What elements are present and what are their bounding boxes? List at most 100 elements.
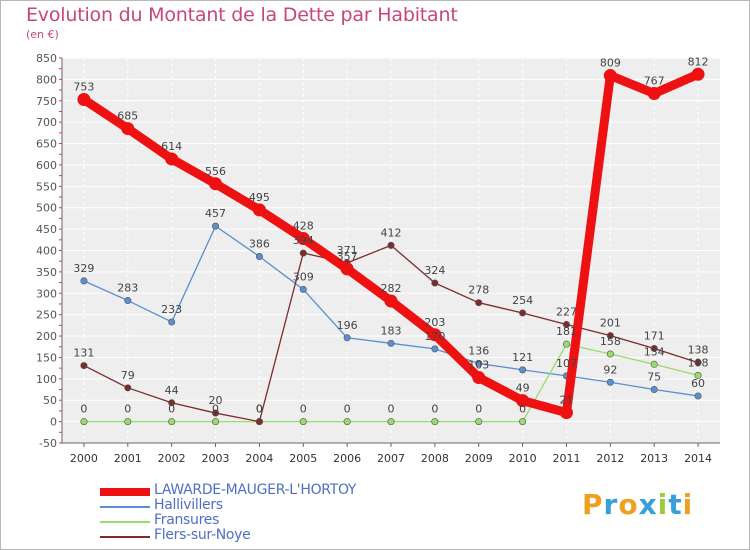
data-point [694,359,702,367]
y-tick-label: 200 [36,330,57,343]
logo-letter: r [603,488,619,521]
data-label: 809 [600,57,621,70]
data-label: 495 [249,191,270,204]
data-label: 0 [168,403,175,416]
y-tick-label: 650 [36,138,57,151]
x-tick-label: 2014 [684,452,712,465]
y-tick-label: 600 [36,159,57,172]
x-tick-label: 2013 [640,452,668,465]
data-label: 183 [381,324,402,337]
data-point [691,67,705,81]
y-tick-label: 400 [36,245,57,258]
data-label: 79 [121,369,135,382]
data-label: 158 [600,335,621,348]
data-point [606,332,614,340]
data-label: 44 [165,384,179,397]
legend-swatch-lawarde [100,487,150,496]
data-label: 171 [644,329,665,342]
data-label: 138 [688,344,709,357]
data-label: 60 [691,377,705,390]
data-label: 0 [344,403,351,416]
data-point [80,418,88,426]
data-label: 136 [468,344,489,357]
y-tick-label: 850 [36,52,57,65]
chart-title: Evolution du Montant de la Dette par Hab… [26,4,458,26]
x-tick-label: 2007 [377,452,405,465]
data-label: 282 [381,282,402,295]
data-point [299,418,307,426]
proxiti-logo: Proxiti [582,488,693,521]
data-label: 556 [205,165,226,178]
y-tick-label: 100 [36,373,57,386]
logo-letter: i [657,488,669,521]
data-point [255,418,263,426]
y-tick-label: 50 [43,394,57,407]
data-label: 103 [468,359,489,372]
data-point [299,285,307,293]
data-label: 49 [516,382,530,395]
data-label: 108 [688,356,709,369]
logo-letter: x [638,488,658,521]
data-point [121,122,135,136]
data-point [384,294,398,308]
data-label: 753 [73,80,94,93]
data-label: 92 [603,363,617,376]
data-point [694,371,702,379]
data-point [340,262,354,276]
data-label: 121 [512,351,533,364]
y-tick-label: 500 [36,202,57,215]
data-label: 685 [117,110,138,123]
data-label: 309 [293,270,314,283]
data-point [343,334,351,342]
x-tick-label: 2000 [70,452,98,465]
data-label: 812 [688,55,709,68]
data-label: 181 [556,325,577,338]
data-point [519,309,527,317]
data-label: 412 [381,226,402,239]
y-tick-label: -50 [39,437,57,450]
data-label: 196 [337,319,358,332]
data-label: 75 [647,371,661,384]
x-tick-label: 2001 [114,452,142,465]
data-point [650,344,658,352]
data-point [255,252,263,260]
data-label: 386 [249,237,270,250]
data-label: 614 [161,140,182,153]
data-label: 394 [293,234,314,247]
data-label: 428 [293,220,314,233]
data-point [472,371,486,385]
data-point [124,297,132,305]
data-point [387,418,395,426]
x-tick-label: 2009 [465,452,493,465]
legend-label-fransures: Fransures [154,512,220,528]
data-label: 0 [256,403,263,416]
logo-letter: t [668,488,683,521]
data-point [80,362,88,370]
data-point [562,321,570,329]
data-point [519,418,527,426]
y-tick-label: 0 [50,416,57,429]
data-point [299,249,307,257]
data-point [603,69,617,83]
data-point [475,299,483,307]
data-point [475,418,483,426]
data-label: 0 [256,403,263,416]
y-tick-label: 350 [36,266,57,279]
data-label: 131 [73,347,94,360]
data-label: 0 [519,403,526,416]
legend-label-hallivillers: Hallivillers [154,497,223,513]
data-label: 203 [424,316,445,329]
data-point [212,222,220,230]
data-label: 283 [117,282,138,295]
data-label: 20 [209,394,223,407]
y-tick-label: 700 [36,116,57,129]
data-label: 0 [124,403,131,416]
data-point [165,152,179,166]
data-label: 329 [73,262,94,275]
y-tick-label: 450 [36,223,57,236]
data-point [559,406,573,420]
data-label: 254 [512,294,533,307]
x-tick-label: 2006 [333,452,361,465]
data-label: 227 [556,306,577,319]
